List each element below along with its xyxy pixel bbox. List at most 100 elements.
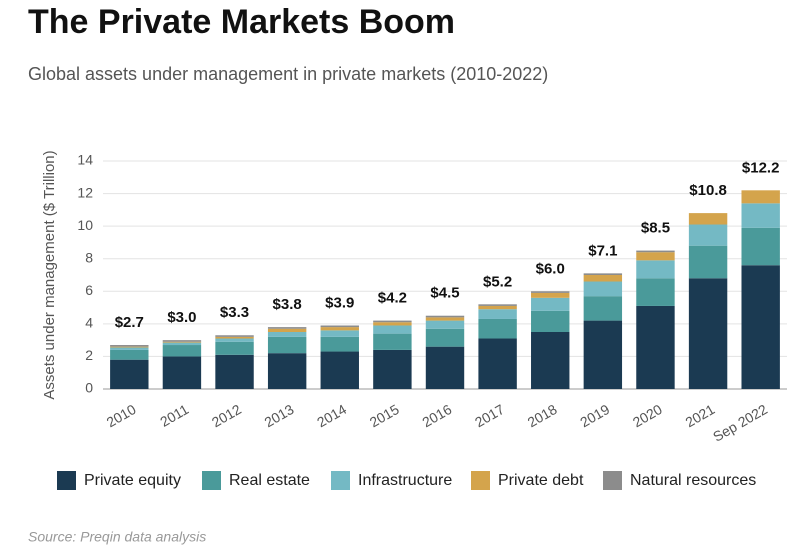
x-tick-label: 2017 [472, 401, 507, 431]
total-label: $7.1 [588, 242, 617, 259]
bar-segment [320, 336, 359, 352]
bar-segment [373, 322, 412, 326]
total-label: $4.2 [378, 290, 407, 307]
bar-segment [267, 336, 307, 354]
bar-segment [478, 309, 517, 319]
bar-segment [478, 304, 517, 306]
legend-label: Real estate [229, 472, 310, 489]
bar-segment [741, 203, 780, 228]
bar-segment [215, 354, 254, 389]
total-label: $3.8 [273, 296, 302, 313]
bar-segment [215, 338, 254, 342]
bar-segment [162, 342, 202, 346]
bar-segment [425, 346, 465, 389]
chart-title: The Private Markets Boom [28, 3, 455, 41]
bar-segment [162, 340, 202, 342]
bar-segment [688, 224, 728, 246]
bar-segment [425, 315, 465, 318]
bar-segment [531, 310, 570, 332]
bar-segment [583, 275, 623, 282]
legend-swatch [331, 471, 350, 490]
y-tick-label: 4 [85, 315, 93, 331]
bar-segment [162, 341, 202, 343]
y-tick-label: 12 [77, 184, 93, 200]
bar-segment [741, 265, 780, 389]
bar-segment [320, 325, 359, 328]
bar-segment [636, 252, 675, 261]
bar-segment [425, 320, 465, 329]
bar-segment [267, 328, 307, 332]
legend-swatch [57, 471, 76, 490]
total-label: $4.5 [430, 285, 459, 302]
total-label: $2.7 [115, 314, 144, 331]
x-tick-label: Sep 2022 [710, 401, 770, 445]
legend-swatch [471, 471, 490, 490]
total-label: $12.2 [742, 159, 780, 176]
bar-segment [110, 345, 149, 347]
bar-segment [162, 356, 202, 389]
x-tick-label: 2014 [314, 401, 349, 431]
bar-segment [531, 291, 570, 293]
bar-segment [215, 341, 254, 355]
bar-segment [741, 227, 780, 266]
y-tick-label: 0 [85, 380, 93, 396]
total-label: $10.8 [689, 182, 727, 199]
y-tick-label: 2 [85, 347, 93, 363]
bar-segment [267, 327, 307, 329]
chart-subtitle: Global assets under management in privat… [28, 64, 548, 84]
bar-segment [688, 213, 728, 225]
bar-segment [478, 318, 517, 339]
bar-segment [478, 338, 517, 389]
bar-segment [636, 250, 675, 253]
source: Source: Preqin data analysis [28, 529, 206, 545]
bar-segment [162, 345, 202, 357]
bar-segment [531, 297, 570, 311]
total-label: $3.9 [325, 294, 354, 311]
bar-segment [373, 349, 412, 389]
bar-segment [215, 336, 254, 339]
bar-segment [688, 278, 728, 389]
x-tick-label: 2016 [419, 401, 454, 431]
bar-segment [531, 292, 570, 298]
y-tick-label: 8 [85, 249, 93, 265]
bar-segment [373, 333, 412, 350]
y-tick-label: 6 [85, 282, 93, 298]
bar-segment [478, 305, 517, 310]
bar-segment [425, 317, 465, 321]
y-tick-label: 10 [77, 217, 93, 233]
bar-segment [531, 332, 570, 389]
bar-segment [636, 305, 675, 389]
bar-segment [110, 349, 149, 360]
x-tick-label: 2012 [209, 401, 244, 431]
total-label: $6.0 [536, 260, 565, 277]
legend-label: Private equity [84, 472, 181, 489]
legend-swatch [202, 471, 221, 490]
y-tick-label: 14 [77, 152, 93, 168]
bar-segment [373, 320, 412, 323]
bar-segment [267, 332, 307, 337]
total-label: $8.5 [641, 220, 670, 237]
total-label: $3.0 [167, 309, 196, 326]
bar-segment [215, 335, 254, 337]
x-tick-label: 2015 [367, 401, 402, 431]
bar-segment [267, 353, 307, 389]
legend-label: Natural resources [630, 472, 756, 489]
y-axis-label: Assets under management ($ Trillion) [41, 150, 58, 399]
legend-swatch [603, 471, 622, 490]
bar-segment [425, 328, 465, 347]
x-tick-label: 2010 [104, 401, 139, 431]
bar-segment [636, 260, 675, 279]
legend-label: Infrastructure [358, 472, 452, 489]
bar-segment [320, 351, 359, 389]
bar-segment [636, 278, 675, 306]
bar-segment [110, 346, 149, 348]
bar-segment [373, 325, 412, 334]
bar-segment [583, 320, 623, 389]
bar-segment [320, 330, 359, 337]
x-tick-label: 2013 [262, 401, 297, 431]
bar-segment [110, 347, 149, 350]
bar-segment [583, 296, 623, 321]
x-tick-label: 2021 [682, 401, 717, 431]
x-tick-label: 2018 [525, 401, 560, 431]
bar-segment [583, 273, 623, 275]
